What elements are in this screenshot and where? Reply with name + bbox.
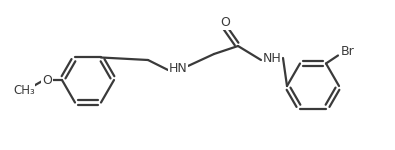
Text: Br: Br [341, 45, 355, 58]
Text: O: O [42, 74, 52, 87]
Text: HN: HN [169, 61, 187, 75]
Text: O: O [220, 16, 230, 30]
Text: CH₃: CH₃ [13, 84, 35, 98]
Text: NH: NH [263, 51, 281, 64]
